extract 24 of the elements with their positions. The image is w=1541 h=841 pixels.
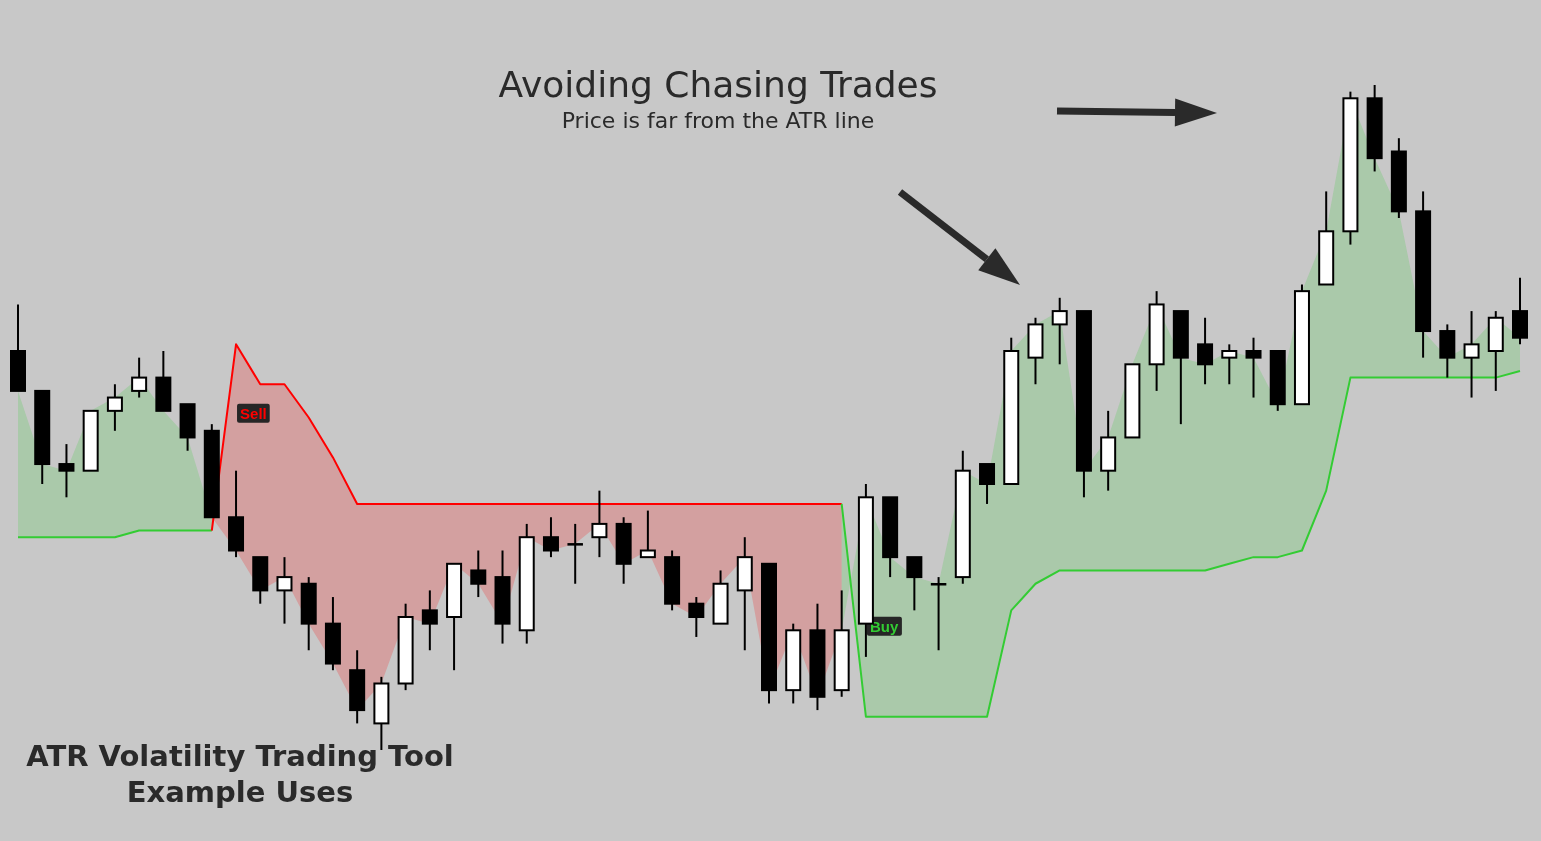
candlestick — [470, 549, 487, 599]
candlestick — [1051, 296, 1068, 366]
candlestick — [1245, 336, 1262, 399]
series-label: Sell — [240, 404, 267, 422]
candlestick — [930, 576, 947, 652]
candlestick — [58, 443, 75, 499]
chart-title: Avoiding Chasing Trades — [498, 64, 938, 105]
candlestick — [639, 509, 656, 559]
candlestick — [567, 522, 583, 585]
candlestick — [1463, 310, 1480, 399]
text: Price is far from the ATR line — [561, 108, 875, 133]
candlestick — [979, 463, 996, 505]
candlestick — [906, 556, 923, 612]
annotation: ATR Volatility Trading Tool Example Uses — [25, 738, 455, 810]
candlestick — [1221, 343, 1238, 386]
candlestick — [1197, 316, 1214, 386]
candlestick — [421, 589, 438, 652]
candlestick — [688, 596, 705, 638]
series-label: Buy — [869, 617, 899, 635]
candlestick — [106, 383, 123, 432]
candlestick — [131, 356, 148, 399]
candlestick — [591, 489, 608, 559]
candlestick — [276, 556, 293, 625]
candlestick — [542, 516, 559, 559]
